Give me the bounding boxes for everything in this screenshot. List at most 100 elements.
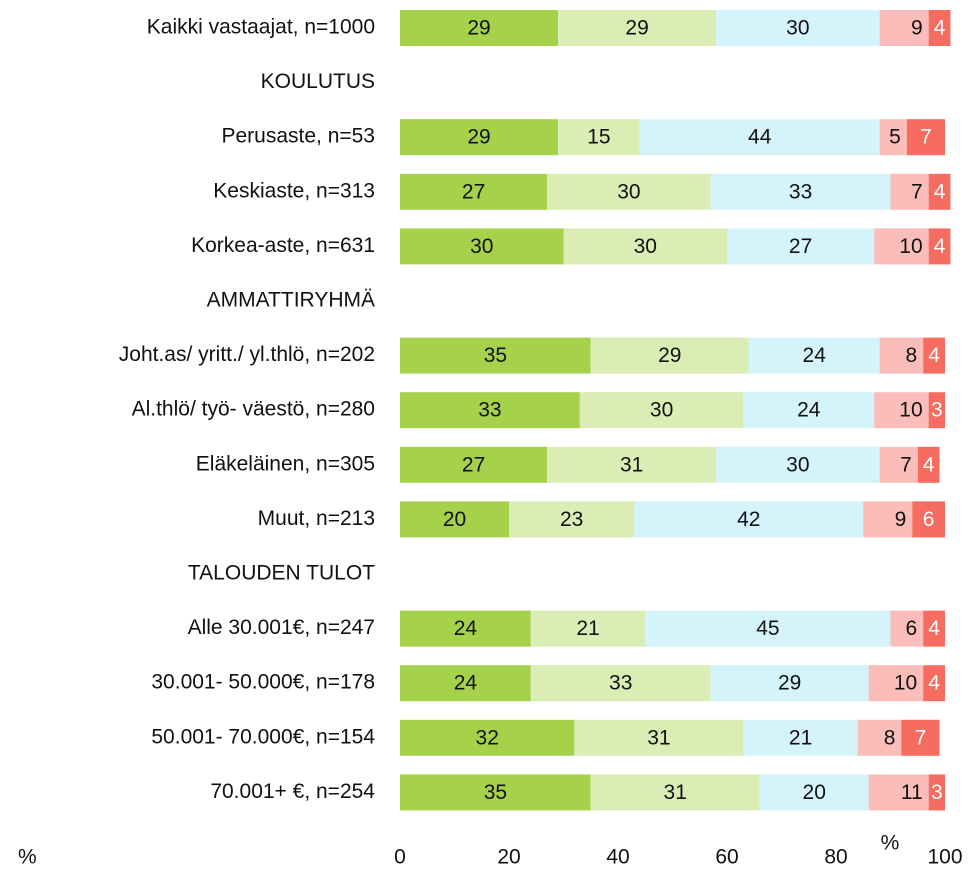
category-label: Kaikki vastaajat, n=1000	[147, 16, 375, 39]
value-label: 4	[923, 453, 935, 476]
bar-segment	[890, 610, 924, 647]
value-label: 7	[915, 726, 927, 749]
bar-segment	[645, 610, 891, 647]
value-label: 10	[899, 399, 922, 422]
value-label: 30	[650, 399, 673, 422]
category-label: AMMATTIRYHMÄ	[207, 289, 375, 312]
value-label: 30	[786, 17, 809, 40]
bar-segment	[879, 119, 907, 156]
category-label: KOULUTUS	[261, 70, 375, 93]
value-label: 7	[900, 453, 912, 476]
value-label: 4	[928, 672, 940, 695]
x-tick-label: 60	[715, 846, 738, 869]
value-label: 8	[884, 726, 896, 749]
category-label: Eläkeläinen, n=305	[196, 452, 375, 475]
bar-segment	[868, 774, 929, 811]
value-label: 29	[658, 344, 681, 367]
value-label: 31	[664, 781, 687, 804]
value-label: 4	[934, 235, 946, 258]
value-label: 5	[889, 126, 901, 149]
bar-segment	[890, 173, 929, 210]
category-label: Alle 30.001€, n=247	[188, 616, 375, 639]
value-label: 23	[560, 508, 583, 531]
bar-segment	[530, 665, 711, 702]
bar-segment	[400, 228, 564, 265]
value-label: 20	[443, 508, 466, 531]
category-label: TALOUDEN TULOT	[188, 562, 375, 585]
bar-segment	[759, 774, 869, 811]
bar-segment	[743, 719, 858, 756]
bar-segment	[400, 501, 509, 538]
bar-segment	[710, 173, 891, 210]
value-label: 42	[737, 508, 760, 531]
bar-segment	[400, 719, 575, 756]
value-label: 3	[931, 781, 943, 804]
value-label: 33	[789, 180, 812, 203]
bar-segment	[879, 10, 929, 46]
bar-segment	[574, 719, 744, 756]
value-label: 4	[934, 180, 946, 203]
value-label: 21	[789, 726, 812, 749]
bar-segment	[400, 446, 548, 483]
bar-segment	[558, 10, 717, 46]
category-label: Perusaste, n=53	[221, 125, 375, 148]
value-label: 31	[647, 726, 670, 749]
bar-segment	[906, 119, 945, 156]
bar-segment	[901, 719, 940, 756]
category-label: 70.001+ €, n=254	[210, 780, 375, 803]
value-label: 45	[756, 617, 779, 640]
x-tick-label: 40	[606, 846, 629, 869]
value-label: 27	[462, 180, 485, 203]
value-label: 10	[894, 672, 917, 695]
value-label: 31	[620, 453, 643, 476]
bar-segment	[400, 10, 559, 46]
bar-segment	[748, 337, 880, 374]
unit-label: %	[881, 832, 900, 855]
bar-segment	[639, 119, 880, 156]
bar-segment	[590, 774, 760, 811]
bar-segment	[509, 501, 635, 538]
bar-segment	[928, 10, 951, 46]
bar-segment	[400, 665, 531, 702]
category-label: 50.001- 70.000€, n=154	[151, 725, 375, 748]
value-label: 10	[899, 235, 922, 258]
bar-segment	[917, 446, 940, 483]
value-label: 33	[478, 399, 501, 422]
bar-segment	[563, 228, 727, 265]
value-label: 24	[454, 672, 478, 695]
bar-segment	[547, 173, 711, 210]
value-label: 20	[803, 781, 826, 804]
value-label: 6	[906, 617, 918, 640]
value-label: 7	[920, 126, 932, 149]
bar-segment	[716, 10, 880, 46]
bar-segment	[868, 665, 924, 702]
bar-segment	[710, 665, 869, 702]
bar-segment	[400, 337, 591, 374]
value-label: 11	[901, 781, 923, 804]
bar-segment	[923, 610, 945, 647]
bar-segment	[874, 392, 929, 429]
value-label: 33	[609, 672, 632, 695]
bar-segment	[928, 173, 951, 210]
value-label: 4	[928, 344, 940, 367]
bar-segment	[727, 228, 875, 265]
value-label: 7	[911, 180, 923, 203]
bar-segment	[400, 774, 591, 811]
bar-segment	[879, 337, 924, 374]
category-label: Joht.as/ yritt./ yl.thlö, n=202	[119, 343, 375, 366]
value-label: 8	[906, 344, 918, 367]
value-label: 32	[476, 726, 499, 749]
bar-segment	[400, 610, 531, 647]
unit-label: %	[18, 846, 37, 869]
value-label: 29	[467, 126, 490, 149]
value-label: 30	[634, 235, 657, 258]
bar-segment	[857, 719, 902, 756]
value-label: 24	[454, 617, 478, 640]
bar-segment	[863, 501, 913, 538]
value-label: 30	[786, 453, 809, 476]
bar-segment	[530, 610, 646, 647]
x-tick-label: 20	[497, 846, 520, 869]
value-label: 44	[748, 126, 772, 149]
category-label: Al.thlö/ työ- väestö, n=280	[132, 398, 375, 421]
x-tick-label: 80	[824, 846, 847, 869]
